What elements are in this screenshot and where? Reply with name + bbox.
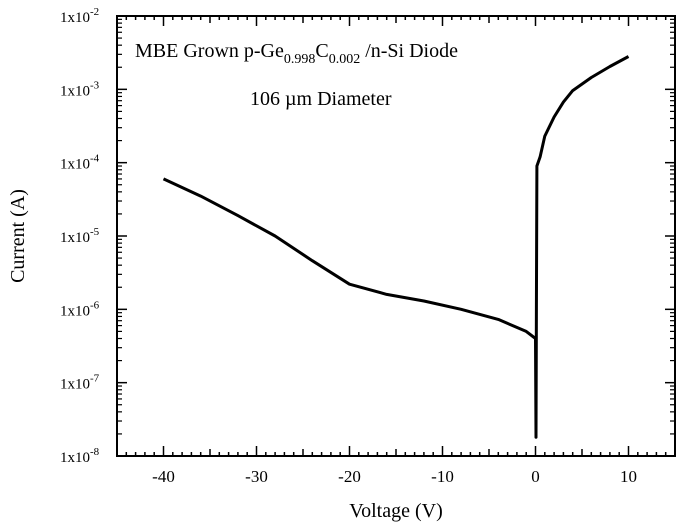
y-axis-label: Current (A) — [7, 189, 29, 283]
y-tick-label: 1x10-3 — [60, 79, 100, 99]
x-tick-label: 10 — [620, 467, 637, 486]
chart-title: MBE Grown p-Ge0.998C0.002 /n-Si Diode — [135, 40, 458, 67]
chart-subtitle: 106 µm Diameter — [250, 88, 392, 110]
y-tick-label: 1x10-2 — [60, 6, 99, 26]
x-tick-label: -40 — [152, 467, 175, 486]
tick-labels: -40 -30 -20 -10 0 10 1x10-8 1x10-7 1x10-6 1x10-5 1… — [60, 6, 637, 486]
x-tick-label: -20 — [338, 467, 361, 486]
series-line — [162, 55, 630, 439]
x-axis-label: Voltage (V) — [349, 500, 443, 522]
y-tick-label: 1x10-6 — [60, 299, 100, 319]
x-tick-label: -30 — [245, 467, 268, 486]
x-tick-label: -10 — [431, 467, 454, 486]
x-tick-label: 0 — [531, 467, 540, 486]
y-tick-label: 1x10-7 — [60, 373, 100, 393]
plot-area-frame — [116, 15, 676, 457]
y-tick-label: 1x10-5 — [60, 226, 100, 246]
y-tick-label: 1x10-4 — [60, 153, 100, 173]
y-tick-label: 1x10-8 — [60, 446, 100, 466]
axis-ticks — [116, 15, 676, 457]
